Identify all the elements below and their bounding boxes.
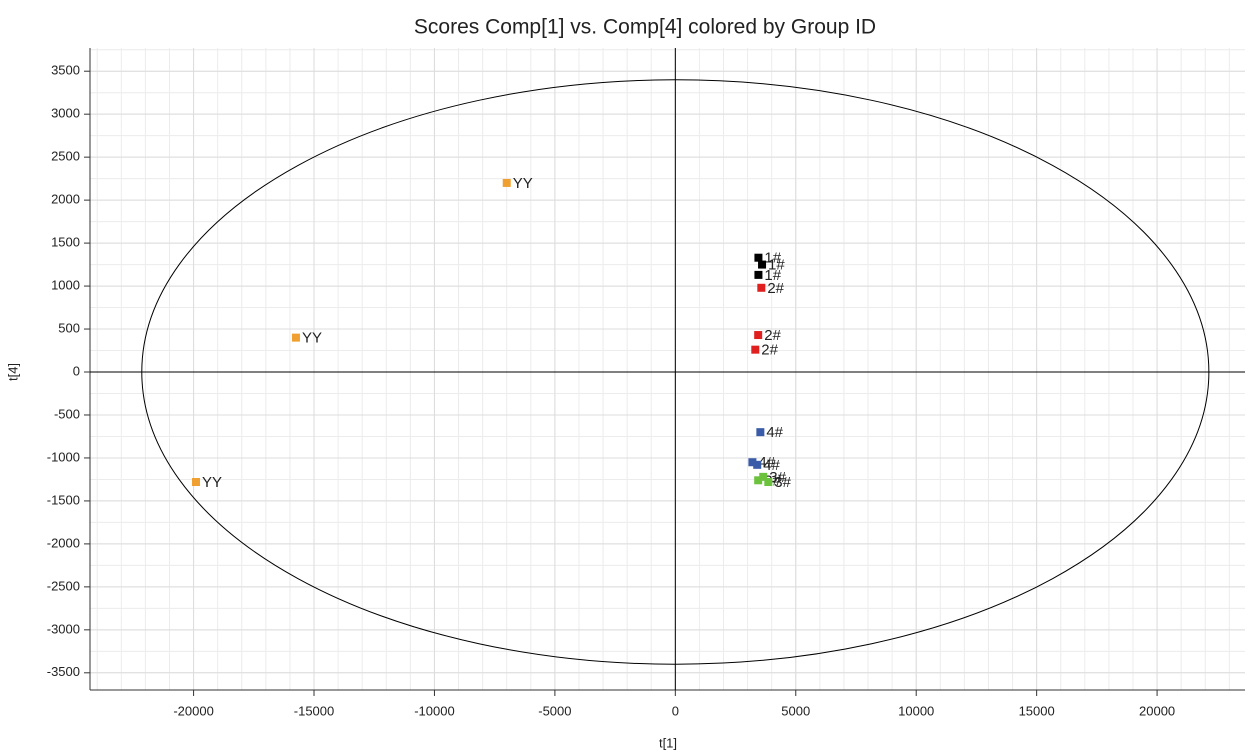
point — [754, 253, 763, 262]
point — [753, 460, 762, 469]
point-label: YY — [202, 474, 222, 491]
point — [757, 283, 766, 292]
point-label: 2# — [764, 327, 781, 344]
point — [754, 331, 763, 340]
point-label: YY — [513, 175, 533, 192]
point — [748, 458, 757, 467]
point — [502, 178, 511, 187]
y-tick-label: 3500 — [51, 63, 80, 78]
point-label: 1# — [764, 267, 781, 284]
point — [751, 345, 760, 354]
point — [758, 260, 767, 269]
y-tick-label: -2000 — [47, 535, 80, 550]
x-tick-label: -20000 — [173, 703, 213, 718]
y-tick-label: 2000 — [51, 192, 80, 207]
point — [754, 270, 763, 279]
y-tick-label: -500 — [54, 406, 80, 421]
point-label: 3# — [774, 474, 791, 491]
y-axis-label: t[4] — [5, 363, 20, 381]
point-label: 2# — [767, 280, 784, 297]
x-tick-label: 5000 — [781, 703, 810, 718]
y-tick-label: 1500 — [51, 235, 80, 250]
x-tick-label: -5000 — [538, 703, 571, 718]
y-tick-label: 1000 — [51, 278, 80, 293]
y-tick-label: -3500 — [47, 664, 80, 679]
x-tick-label: -10000 — [414, 703, 454, 718]
chart-title: Scores Comp[1] vs. Comp[4] colored by Gr… — [414, 16, 876, 39]
x-axis-label: t[1] — [659, 735, 677, 750]
point — [759, 472, 768, 481]
y-tick-label: 0 — [73, 363, 80, 378]
point-label: 2# — [761, 342, 778, 359]
y-tick-label: 3000 — [51, 106, 80, 121]
x-tick-label: 15000 — [1019, 703, 1055, 718]
point — [291, 333, 300, 342]
point — [764, 478, 773, 487]
y-tick-label: -2500 — [47, 578, 80, 593]
point — [754, 476, 763, 485]
point-label: 4# — [766, 424, 783, 441]
point-label: YY — [302, 330, 322, 347]
y-tick-label: 500 — [58, 320, 80, 335]
x-tick-label: 0 — [672, 703, 679, 718]
y-tick-label: -3000 — [47, 621, 80, 636]
point — [191, 478, 200, 487]
point-label: 4# — [763, 457, 780, 474]
y-tick-label: -1000 — [47, 449, 80, 464]
point — [756, 428, 765, 437]
y-tick-label: 2500 — [51, 149, 80, 164]
y-tick-label: -1500 — [47, 492, 80, 507]
x-tick-label: -15000 — [294, 703, 334, 718]
x-tick-label: 10000 — [898, 703, 934, 718]
point-label: 3# — [769, 469, 786, 486]
x-tick-label: 20000 — [1139, 703, 1175, 718]
point-label: 4# — [758, 454, 775, 471]
point-label: 1# — [764, 250, 781, 267]
point-label: 1# — [768, 257, 785, 274]
confidence-ellipse — [141, 79, 1210, 665]
